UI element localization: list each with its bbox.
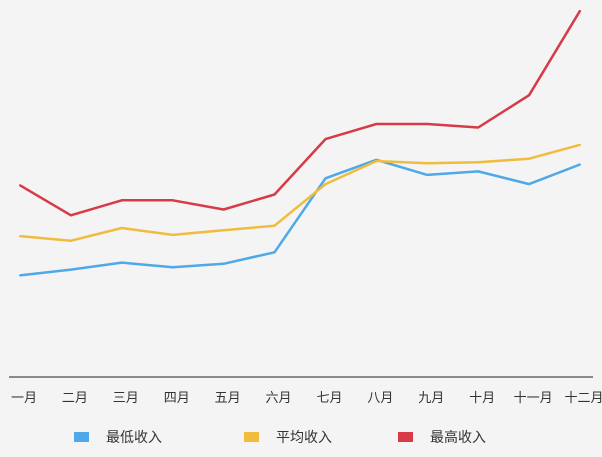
x-tick-label: 三月	[113, 391, 139, 406]
legend-swatch	[74, 432, 89, 442]
data-point-1-7	[375, 160, 378, 163]
data-point-2-9	[477, 126, 480, 129]
x-tick-label: 二月	[62, 391, 88, 406]
data-point-0-3	[171, 266, 174, 269]
legend-swatch	[398, 432, 413, 442]
data-point-0-10	[528, 183, 531, 186]
legend-label: 最低收入	[106, 430, 162, 446]
x-tick-label: 十一月	[514, 391, 553, 406]
data-point-0-9	[477, 170, 480, 173]
data-point-1-11	[579, 143, 581, 146]
data-point-2-4	[222, 208, 225, 211]
legend-item-0[interactable]: 最低收入	[74, 430, 162, 446]
series-layer	[19, 9, 582, 277]
x-tick-labels: 一月 二月 三月 四月 五月 六月 七月 八月 九月 十月 十一月 十二月	[11, 391, 602, 406]
data-point-2-6	[324, 138, 327, 141]
data-point-0-8	[426, 173, 429, 176]
data-point-2-2	[120, 199, 123, 202]
series-line-0	[19, 158, 581, 277]
series-line-2	[19, 10, 582, 217]
x-tick-label: 九月	[418, 391, 444, 406]
x-tick-label: 十二月	[564, 391, 602, 406]
x-tick-label: 十月	[469, 391, 495, 406]
legend[interactable]: 最低收入 平均收入 最高收入	[74, 429, 486, 446]
series-line-1	[19, 143, 581, 242]
data-point-2-10	[528, 94, 531, 97]
data-point-1-3	[171, 233, 174, 236]
data-point-0-4	[222, 262, 225, 265]
x-tick-label: 四月	[164, 391, 190, 406]
data-point-2-7	[375, 123, 378, 126]
data-point-0-5	[273, 251, 276, 254]
data-point-0-2	[120, 261, 123, 264]
x-tick-label: 七月	[316, 391, 342, 406]
data-point-1-2	[120, 226, 123, 229]
data-point-1-10	[528, 157, 531, 160]
x-tick-label: 一月	[11, 391, 37, 406]
data-point-1-5	[273, 224, 276, 227]
data-point-1-0	[19, 235, 21, 238]
x-tick-label: 六月	[266, 391, 292, 406]
data-point-0-11	[579, 163, 581, 166]
data-point-0-6	[324, 177, 327, 180]
data-point-2-0	[19, 184, 21, 187]
data-point-2-8	[426, 123, 429, 126]
legend-label: 平均收入	[276, 430, 332, 446]
data-point-1-6	[324, 183, 327, 186]
legend-swatch	[244, 432, 259, 442]
data-point-2-1	[69, 214, 72, 217]
data-point-1-9	[477, 161, 480, 164]
data-point-2-11	[579, 9, 581, 12]
data-point-1-1	[69, 239, 72, 242]
data-point-0-0	[19, 274, 21, 277]
x-tick-label: 五月	[215, 391, 241, 406]
data-point-2-3	[171, 199, 174, 202]
legend-item-2[interactable]: 最高收入	[398, 429, 486, 446]
data-point-2-5	[273, 193, 276, 196]
data-point-0-1	[69, 268, 72, 271]
data-point-1-8	[426, 162, 429, 165]
data-point-1-4	[222, 229, 225, 232]
x-tick-label: 八月	[367, 391, 393, 406]
legend-item-1[interactable]: 平均收入	[244, 430, 332, 446]
legend-label: 最高收入	[430, 429, 486, 446]
